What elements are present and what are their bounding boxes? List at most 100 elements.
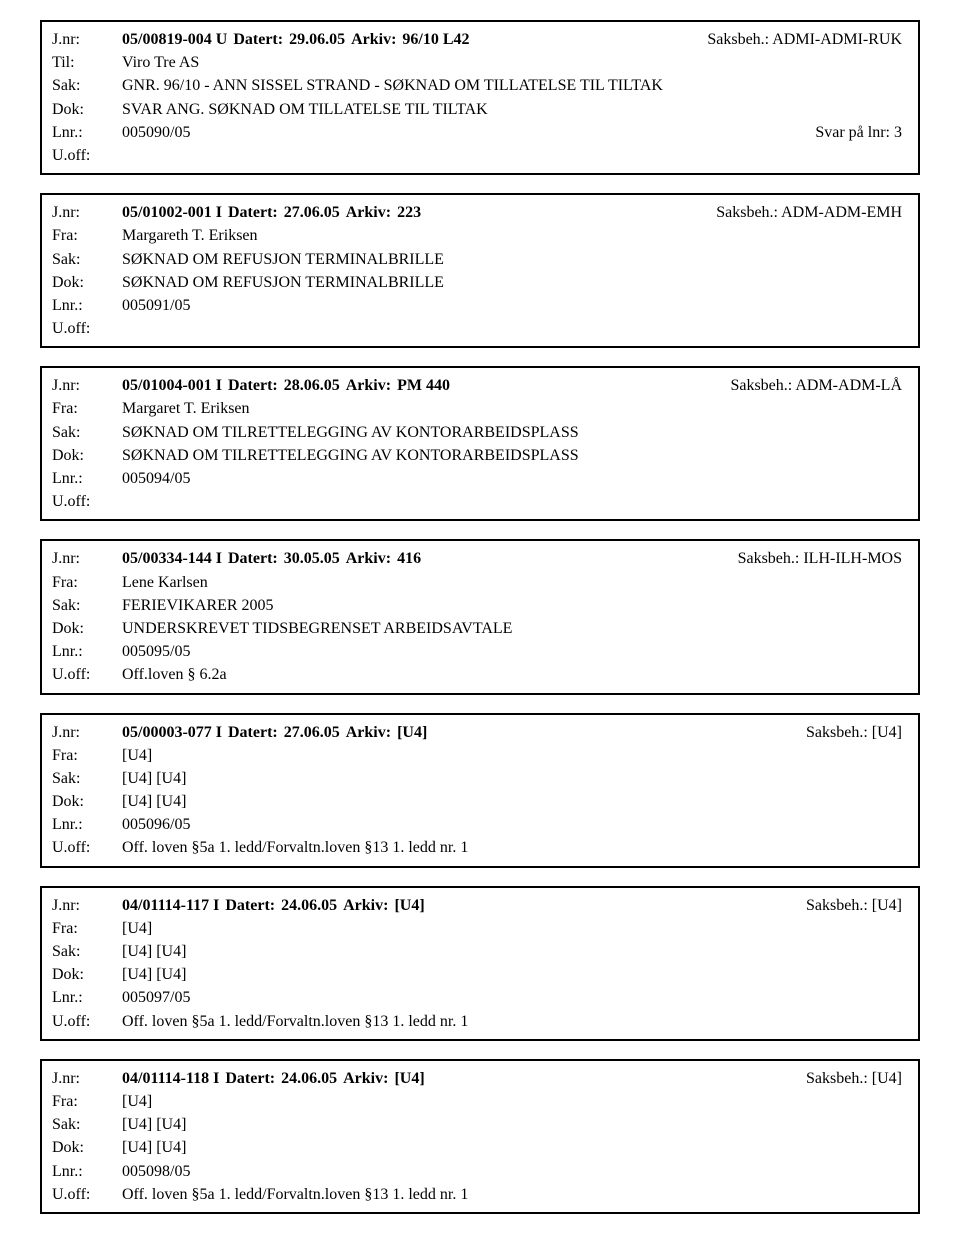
lnr-value: 005095/05 — [122, 640, 190, 663]
datert-value: 24.06.05 — [281, 1067, 337, 1090]
sak-row: Sak:FERIEVIKARER 2005 — [52, 594, 908, 617]
party-label: Fra: — [52, 224, 122, 247]
arkiv-value: PM 440 — [397, 374, 450, 397]
lnr-content: 005090/05Svar på lnr: 3 — [122, 121, 908, 144]
saksbeh-label: Saksbeh.: — [806, 1070, 872, 1087]
uoff-label: U.off: — [52, 663, 122, 686]
record: J.nr:04/01114-118 IDatert:24.06.05Arkiv:… — [40, 1059, 920, 1214]
saksbeh-value: ILH-ILH-MOS — [803, 550, 902, 567]
dok-value: [U4] [U4] — [122, 963, 186, 986]
party-value: Margaret T. Eriksen — [122, 397, 250, 420]
jnr-value: 04/01114-117 I — [122, 894, 219, 917]
jnr-value: 05/00334-144 I — [122, 547, 222, 570]
uoff-row: U.off:Off.loven § 6.2a — [52, 663, 908, 686]
jnr-label: J.nr: — [52, 28, 122, 51]
lnr-row: Lnr.:005090/05Svar på lnr: 3 — [52, 121, 908, 144]
uoff-content: Off. loven §5a 1. ledd/Forvaltn.loven §1… — [122, 836, 908, 859]
lnr-label: Lnr.: — [52, 986, 122, 1009]
party-label: Fra: — [52, 397, 122, 420]
dok-label: Dok: — [52, 444, 122, 467]
dok-label: Dok: — [52, 98, 122, 121]
saksbeh-label: Saksbeh.: — [707, 31, 772, 48]
party-value: Viro Tre AS — [122, 51, 199, 74]
jnr-row: J.nr:04/01114-117 IDatert:24.06.05Arkiv:… — [52, 894, 908, 917]
jnr-row: J.nr:05/00819-004 UDatert:29.06.05Arkiv:… — [52, 28, 908, 51]
sak-row: Sak:[U4] [U4] — [52, 1113, 908, 1136]
party-value: [U4] — [122, 1090, 152, 1113]
sak-content: SØKNAD OM TILRETTELEGGING AV KONTORARBEI… — [122, 421, 908, 444]
uoff-row: U.off: — [52, 144, 908, 167]
arkiv-label: Arkiv: — [346, 721, 391, 744]
datert-label: Datert: — [228, 547, 278, 570]
dok-content: [U4] [U4] — [122, 790, 908, 813]
svar-value: Svar på lnr: 3 — [815, 121, 902, 144]
dok-content: [U4] [U4] — [122, 963, 908, 986]
datert-value: 28.06.05 — [284, 374, 340, 397]
sak-label: Sak: — [52, 248, 122, 271]
jnr-label: J.nr: — [52, 721, 122, 744]
dok-row: Dok:[U4] [U4] — [52, 790, 908, 813]
lnr-content: 005097/05 — [122, 986, 908, 1009]
uoff-value: Off. loven §5a 1. ledd/Forvaltn.loven §1… — [122, 836, 468, 859]
arkiv-label: Arkiv: — [346, 547, 391, 570]
sak-label: Sak: — [52, 1113, 122, 1136]
uoff-row: U.off:Off. loven §5a 1. ledd/Forvaltn.lo… — [52, 1183, 908, 1206]
uoff-content: Off. loven §5a 1. ledd/Forvaltn.loven §1… — [122, 1183, 908, 1206]
lnr-content: 005098/05 — [122, 1160, 908, 1183]
uoff-row: U.off: — [52, 317, 908, 340]
lnr-value: 005098/05 — [122, 1160, 190, 1183]
lnr-value: 005097/05 — [122, 986, 190, 1009]
record: J.nr:04/01114-117 IDatert:24.06.05Arkiv:… — [40, 886, 920, 1041]
lnr-content: 005091/05 — [122, 294, 908, 317]
lnr-content: 005096/05 — [122, 813, 908, 836]
dok-content: SØKNAD OM TILRETTELEGGING AV KONTORARBEI… — [122, 444, 908, 467]
saksbeh-label: Saksbeh.: — [738, 550, 804, 567]
jnr-row: J.nr:05/01002-001 IDatert:27.06.05Arkiv:… — [52, 201, 908, 224]
uoff-value: Off.loven § 6.2a — [122, 663, 227, 686]
party-content: Lene Karlsen — [122, 571, 908, 594]
uoff-row: U.off:Off. loven §5a 1. ledd/Forvaltn.lo… — [52, 836, 908, 859]
dok-label: Dok: — [52, 271, 122, 294]
lnr-label: Lnr.: — [52, 294, 122, 317]
arkiv-label: Arkiv: — [343, 894, 388, 917]
party-row: Til:Viro Tre AS — [52, 51, 908, 74]
saksbeh-wrapper: Saksbeh.: ADMI-ADMI-RUK — [707, 28, 902, 51]
jnr-label: J.nr: — [52, 1067, 122, 1090]
party-label: Fra: — [52, 744, 122, 767]
jnr-content: 05/00334-144 IDatert:30.05.05Arkiv:416Sa… — [122, 547, 908, 570]
sak-label: Sak: — [52, 940, 122, 963]
sak-row: Sak:SØKNAD OM TILRETTELEGGING AV KONTORA… — [52, 421, 908, 444]
uoff-label: U.off: — [52, 1010, 122, 1033]
dok-row: Dok:SVAR ANG. SØKNAD OM TILLATELSE TIL T… — [52, 98, 908, 121]
jnr-content: 05/01004-001 IDatert:28.06.05Arkiv:PM 44… — [122, 374, 908, 397]
sak-value: FERIEVIKARER 2005 — [122, 594, 274, 617]
datert-label: Datert: — [228, 721, 278, 744]
jnr-label: J.nr: — [52, 201, 122, 224]
datert-value: 29.06.05 — [289, 28, 345, 51]
lnr-content: 005094/05 — [122, 467, 908, 490]
dok-label: Dok: — [52, 963, 122, 986]
party-label: Fra: — [52, 1090, 122, 1113]
arkiv-value: [U4] — [394, 894, 424, 917]
uoff-label: U.off: — [52, 1183, 122, 1206]
uoff-label: U.off: — [52, 490, 122, 513]
arkiv-label: Arkiv: — [346, 374, 391, 397]
dok-row: Dok:[U4] [U4] — [52, 1136, 908, 1159]
jnr-label: J.nr: — [52, 894, 122, 917]
sak-content: [U4] [U4] — [122, 1113, 908, 1136]
uoff-content — [122, 144, 908, 167]
jnr-value: 04/01114-118 I — [122, 1067, 219, 1090]
datert-value: 24.06.05 — [281, 894, 337, 917]
sak-row: Sak:GNR. 96/10 - ANN SISSEL STRAND - SØK… — [52, 74, 908, 97]
saksbeh-wrapper: Saksbeh.: [U4] — [806, 721, 902, 744]
saksbeh-label: Saksbeh.: — [806, 724, 872, 741]
arkiv-label: Arkiv: — [351, 28, 396, 51]
sak-value: [U4] [U4] — [122, 767, 186, 790]
sak-label: Sak: — [52, 594, 122, 617]
sak-label: Sak: — [52, 767, 122, 790]
lnr-row: Lnr.:005094/05 — [52, 467, 908, 490]
lnr-value: 005096/05 — [122, 813, 190, 836]
jnr-content: 05/00003-077 IDatert:27.06.05Arkiv:[U4]S… — [122, 721, 908, 744]
party-label: Fra: — [52, 917, 122, 940]
sak-content: FERIEVIKARER 2005 — [122, 594, 908, 617]
